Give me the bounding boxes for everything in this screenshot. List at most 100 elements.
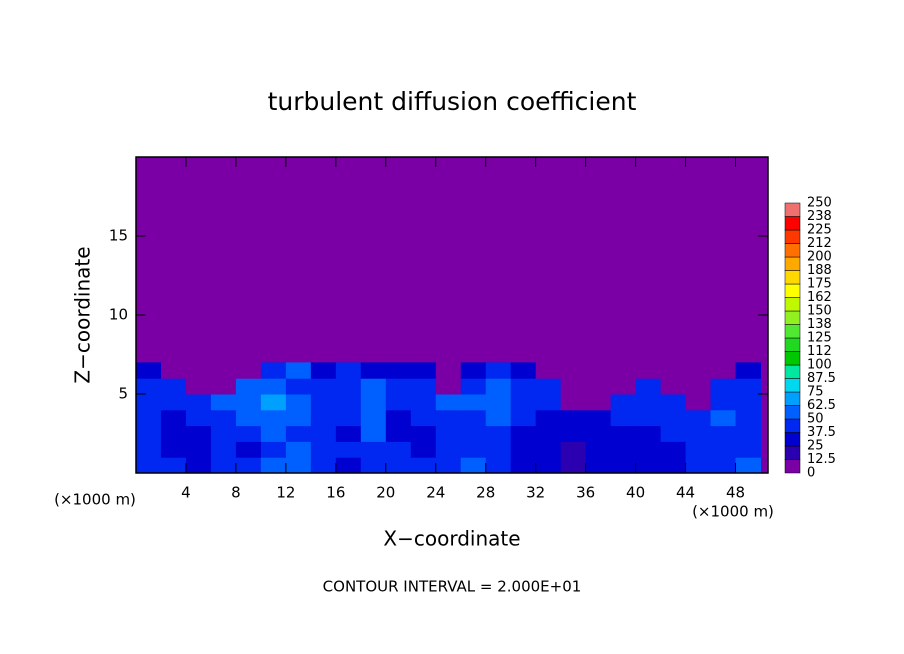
heat-cell [235, 441, 262, 458]
heat-cell [610, 409, 637, 427]
colorbar-swatch [784, 216, 801, 231]
colorbar-swatch [784, 324, 801, 339]
heat-cell [235, 394, 262, 411]
heat-cell [635, 409, 662, 427]
heat-cell [460, 425, 487, 442]
colorbar-label: 188 [807, 263, 832, 278]
heat-cell [485, 457, 512, 474]
heat-cell [610, 457, 637, 474]
heat-cell [685, 362, 712, 379]
heat-cell [360, 378, 387, 395]
colorbar-label: 112 [807, 344, 832, 359]
x-tick-label: 20 [376, 484, 395, 502]
heat-cell [410, 362, 437, 379]
heat-cell [560, 362, 587, 379]
heat-cell [435, 425, 462, 442]
heat-cell [560, 425, 587, 442]
x-tick-label: 28 [476, 484, 495, 502]
colorbar-label: 125 [807, 331, 832, 346]
colorbar-label: 75 [807, 385, 824, 400]
heat-cell [435, 378, 462, 395]
heat-cell [385, 362, 412, 379]
heat-cell [685, 425, 712, 442]
heat-cell [735, 362, 762, 379]
heat-cell [285, 362, 312, 379]
heat-cell [710, 362, 737, 379]
heat-cell [185, 378, 212, 395]
heat-cell [136, 394, 162, 411]
heat-cell [435, 409, 462, 427]
heat-cell [210, 425, 237, 442]
colorbar-swatch [784, 351, 801, 366]
heat-cell [710, 457, 737, 474]
heat-cell [485, 394, 512, 411]
heat-cell [185, 425, 212, 442]
heat-cell [535, 425, 562, 442]
heat-cell [210, 441, 237, 458]
heat-cell [610, 441, 637, 458]
colorbar-label: 150 [807, 304, 832, 319]
heat-cell [535, 457, 562, 474]
heat-cell [285, 378, 312, 395]
heat-cell [235, 362, 262, 379]
colorbar-swatch [784, 337, 801, 352]
heat-cell [410, 457, 437, 474]
heat-cell [360, 362, 387, 379]
colorbar-label: 225 [807, 223, 832, 238]
x-axis-label: X−coordinate [383, 527, 520, 551]
heat-cell [585, 362, 612, 379]
colorbar-swatch [784, 378, 801, 393]
heat-cell [335, 425, 362, 442]
heat-cell [136, 425, 162, 442]
heat-cell [535, 441, 562, 458]
heat-cell [160, 409, 187, 427]
heat-cell [585, 425, 612, 442]
heat-cell [635, 378, 662, 395]
colorbar-label: 162 [807, 290, 832, 305]
heat-cell [335, 394, 362, 411]
x-tick-label: 48 [726, 484, 745, 502]
heat-cell [160, 378, 187, 395]
colorbar-swatch [784, 297, 801, 312]
heat-cell [460, 457, 487, 474]
heat-cell [510, 409, 537, 427]
colorbar-label: 25 [807, 439, 824, 454]
heat-cell [585, 457, 612, 474]
heat-cell [610, 362, 637, 379]
heat-cell [685, 441, 712, 458]
heat-cell [210, 409, 237, 427]
colorbar-swatch [784, 459, 801, 474]
colorbar-swatch [784, 283, 801, 298]
heat-cell [460, 409, 487, 427]
x-tick-label: 40 [626, 484, 645, 502]
colorbar-swatch [784, 256, 801, 271]
heat-cell [410, 425, 437, 442]
heat-cell [310, 394, 337, 411]
heat-cell [385, 409, 412, 427]
heat-cell [260, 441, 287, 458]
heat-cell [735, 425, 762, 442]
y-tick-label: 5 [118, 385, 128, 403]
heat-cell [335, 409, 362, 427]
heat-cell [310, 425, 337, 442]
heat-cell [735, 394, 762, 411]
heat-cell [185, 394, 212, 411]
colorbar-label: 62.5 [807, 398, 836, 413]
heat-cell [410, 441, 437, 458]
heat-cell [560, 441, 587, 458]
heat-cell [510, 362, 537, 379]
heat-cell [560, 394, 587, 411]
colorbar-label: 12.5 [807, 452, 836, 467]
heat-cell [735, 457, 762, 474]
heat-cell [210, 362, 237, 379]
heat-cell [535, 362, 562, 379]
heat-cell [360, 425, 387, 442]
heat-cell [285, 394, 312, 411]
heat-cell [136, 409, 162, 427]
heat-cell [285, 457, 312, 474]
heat-cell [335, 441, 362, 458]
heat-cell [735, 378, 762, 395]
heat-cell [285, 425, 312, 442]
colorbar-swatch [784, 418, 801, 433]
heat-cell [410, 394, 437, 411]
